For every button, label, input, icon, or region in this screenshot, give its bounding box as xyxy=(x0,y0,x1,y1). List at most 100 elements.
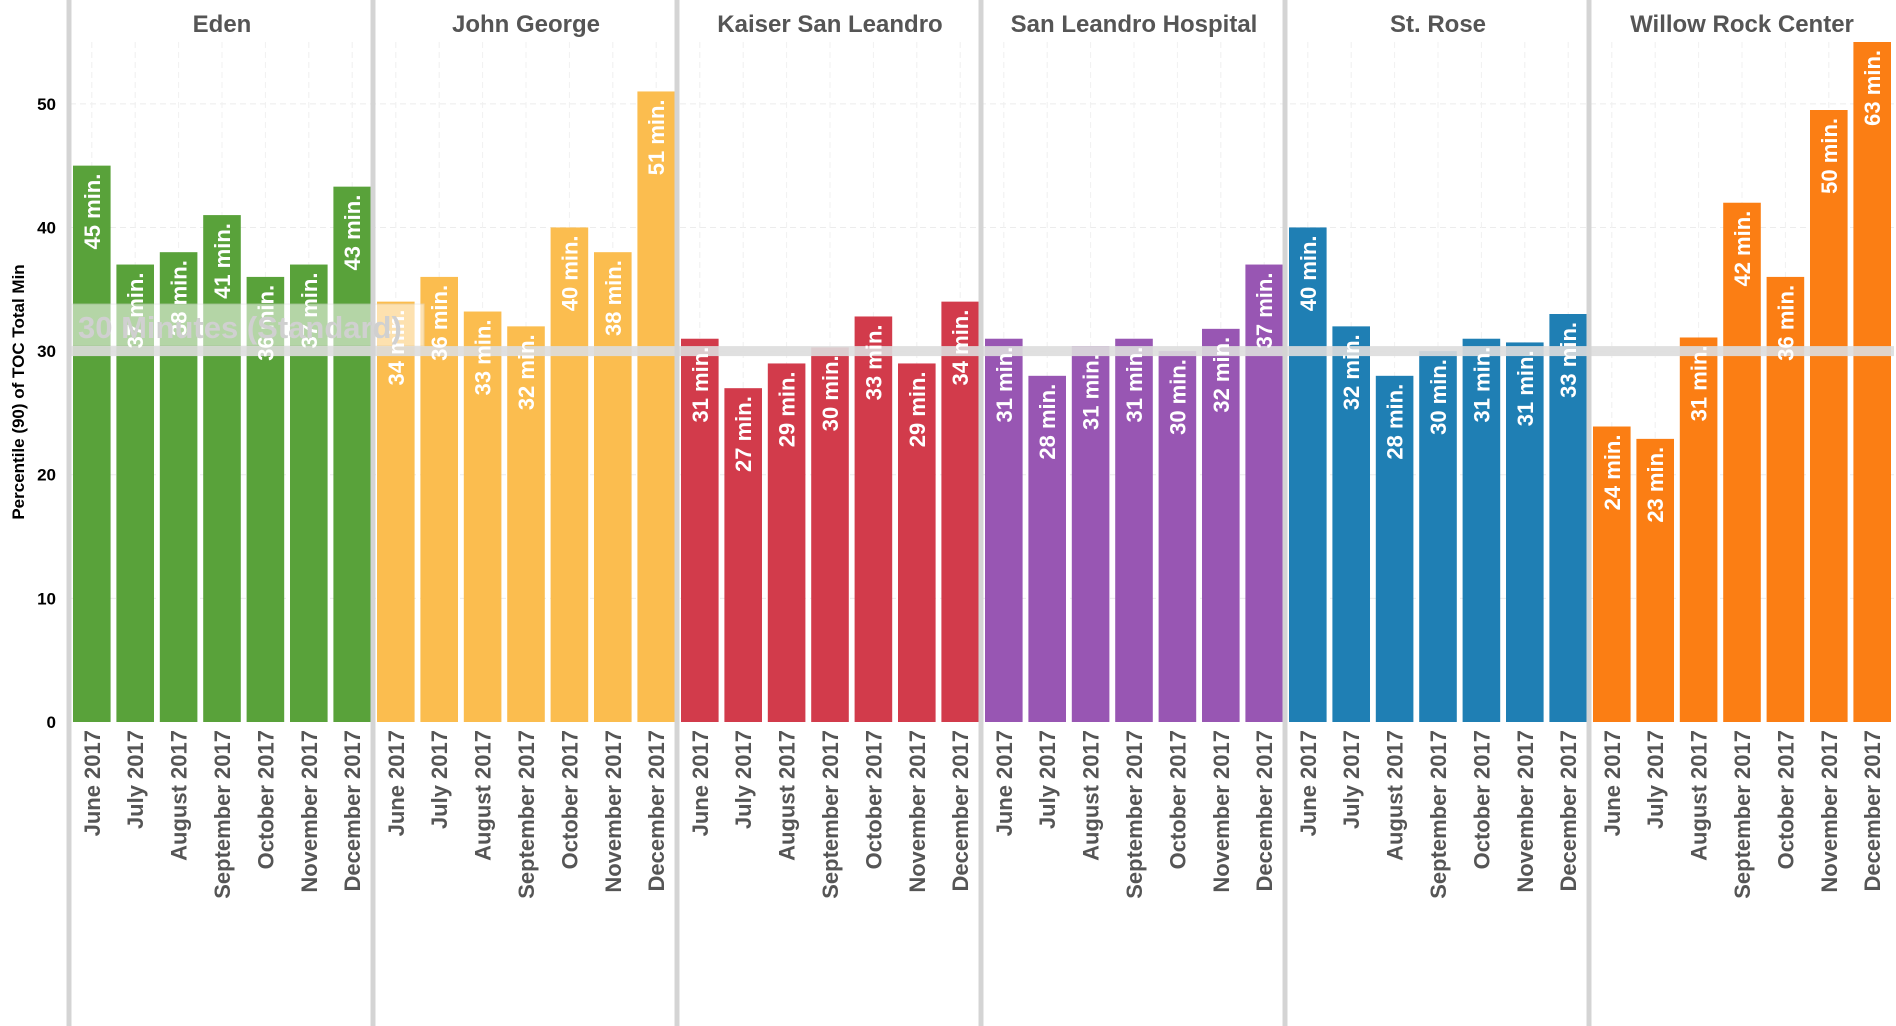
x-tick-label: September 2017 xyxy=(1426,730,1451,899)
x-tick-label: November 2017 xyxy=(905,730,930,893)
x-tick-label: July 2017 xyxy=(731,730,756,829)
x-tick-label: November 2017 xyxy=(1817,730,1842,893)
x-tick-label: December 2017 xyxy=(340,730,365,891)
x-tick-label: July 2017 xyxy=(1643,730,1668,829)
bar-value-label: 50 min. xyxy=(1817,118,1842,194)
bar-kaiser-san-leandro-august-2017 xyxy=(767,363,806,722)
x-tick-label: June 2017 xyxy=(992,730,1017,836)
bar-value-label: 63 min. xyxy=(1860,50,1885,126)
bar-value-label: 31 min. xyxy=(1079,354,1104,430)
y-tick-label: 10 xyxy=(37,589,56,608)
panel-title-willow-rock-center: Willow Rock Center xyxy=(1630,11,1854,38)
bar-eden-september-2017 xyxy=(203,215,241,722)
bar-kaiser-san-leandro-september-2017 xyxy=(811,347,849,722)
bar-st-rose-november-2017 xyxy=(1506,342,1544,722)
bar-john-george-november-2017 xyxy=(594,252,632,722)
bar-john-george-december-2017 xyxy=(637,91,675,723)
x-tick-label: June 2017 xyxy=(1296,730,1321,836)
x-tick-label: December 2017 xyxy=(644,730,669,891)
bar-john-george-october-2017 xyxy=(550,227,589,723)
x-tick-label: October 2017 xyxy=(557,730,582,869)
bar-value-label: 32 min. xyxy=(1209,337,1234,413)
bar-st-rose-june-2017 xyxy=(1289,227,1327,723)
bar-value-label: 36 min. xyxy=(253,285,278,361)
bar-san-leandro-hospital-october-2017 xyxy=(1158,351,1197,722)
bar-willow-rock-center-november-2017 xyxy=(1810,110,1848,722)
bar-value-label: 37 min. xyxy=(123,273,148,349)
x-tick-label: September 2017 xyxy=(1122,730,1147,899)
bar-john-george-august-2017 xyxy=(463,311,502,722)
y-tick-label: 30 xyxy=(37,342,56,361)
bar-value-label: 42 min. xyxy=(1730,211,1755,287)
y-tick-label: 50 xyxy=(37,95,56,114)
panel-title-eden: Eden xyxy=(193,11,252,38)
bar-value-label: 30 min. xyxy=(1165,359,1190,435)
bar-value-label: 37 min. xyxy=(1252,273,1277,349)
bar-value-label: 32 min. xyxy=(1339,334,1364,410)
x-tick-label: June 2017 xyxy=(80,730,105,836)
x-tick-label: July 2017 xyxy=(427,730,452,829)
bar-willow-rock-center-december-2017 xyxy=(1853,42,1891,722)
y-axis-label: Percentile (90) of TOC Total Min xyxy=(9,264,28,519)
x-tick-label: December 2017 xyxy=(1252,730,1277,891)
bar-john-george-september-2017 xyxy=(507,326,545,722)
bar-value-label: 31 min. xyxy=(1122,347,1147,423)
x-tick-label: December 2017 xyxy=(1860,730,1885,891)
bar-value-label: 40 min. xyxy=(557,235,582,311)
bar-st-rose-december-2017 xyxy=(1549,314,1587,722)
panel-title-john-george: John George xyxy=(452,11,600,38)
bar-value-label: 28 min. xyxy=(1383,384,1408,460)
panel-title-kaiser-san-leandro: Kaiser San Leandro xyxy=(717,11,942,38)
bar-st-rose-july-2017 xyxy=(1332,326,1370,722)
bar-value-label: 31 min. xyxy=(1687,345,1712,421)
x-tick-label: June 2017 xyxy=(1600,730,1625,836)
y-tick-label: 0 xyxy=(47,713,56,732)
bar-willow-rock-center-september-2017 xyxy=(1723,202,1761,722)
bar-value-label: 23 min. xyxy=(1643,447,1668,523)
panel-frame xyxy=(66,0,1592,1026)
bar-san-leandro-hospital-july-2017 xyxy=(1028,375,1066,722)
bar-value-label: 29 min. xyxy=(775,371,800,447)
bar-value-label: 34 min. xyxy=(948,310,973,386)
bar-value-label: 31 min. xyxy=(688,347,713,423)
x-tick-label: November 2017 xyxy=(1209,730,1234,893)
x-tick-label: October 2017 xyxy=(1469,730,1494,869)
y-tick-label: 20 xyxy=(37,466,56,485)
bar-value-label: 30 min. xyxy=(818,355,843,431)
bar-value-label: 37 min. xyxy=(297,273,322,349)
labels: 0 10 20 30 40 50 Percentile (90) of TOC Total … xyxy=(9,11,1885,899)
bar-eden-june-2017 xyxy=(73,165,111,723)
bar-san-leandro-hospital-september-2017 xyxy=(1115,338,1153,722)
bar-john-george-june-2017 xyxy=(377,301,415,722)
bar-value-label: 30 min. xyxy=(1426,359,1451,435)
x-tick-label: August 2017 xyxy=(775,730,800,861)
x-tick-label: September 2017 xyxy=(210,730,235,899)
panel-title-san-leandro-hospital: San Leandro Hospital xyxy=(1011,11,1258,38)
bar-willow-rock-center-june-2017 xyxy=(1593,426,1631,722)
x-tick-label: July 2017 xyxy=(1035,730,1060,829)
bar-value-label: 36 min. xyxy=(427,285,452,361)
bar-st-rose-october-2017 xyxy=(1462,338,1501,722)
bar-value-label: 38 min. xyxy=(167,260,192,336)
bar-san-leandro-hospital-december-2017 xyxy=(1245,264,1283,722)
x-tick-label: November 2017 xyxy=(1513,730,1538,893)
x-tick-label: September 2017 xyxy=(818,730,843,899)
x-tick-label: August 2017 xyxy=(167,730,192,861)
y-tick-label: 40 xyxy=(37,218,56,237)
x-tick-label: October 2017 xyxy=(253,730,278,869)
bars xyxy=(73,42,1891,723)
x-tick-label: June 2017 xyxy=(384,730,409,836)
bar-willow-rock-center-august-2017 xyxy=(1679,337,1718,722)
bar-san-leandro-hospital-june-2017 xyxy=(985,338,1023,722)
bar-value-label: 40 min. xyxy=(1296,235,1321,311)
bar-value-label: 33 min. xyxy=(861,324,886,400)
x-tick-label: December 2017 xyxy=(948,730,973,891)
bar-value-label: 29 min. xyxy=(905,371,930,447)
bar-value-label: 45 min. xyxy=(80,174,105,250)
bar-value-label: 31 min. xyxy=(992,347,1017,423)
x-tick-label: July 2017 xyxy=(123,730,148,829)
bar-value-label: 33 min. xyxy=(471,320,496,396)
x-tick-label: June 2017 xyxy=(688,730,713,836)
bar-value-label: 41 min. xyxy=(210,223,235,299)
bar-st-rose-august-2017 xyxy=(1375,375,1414,722)
